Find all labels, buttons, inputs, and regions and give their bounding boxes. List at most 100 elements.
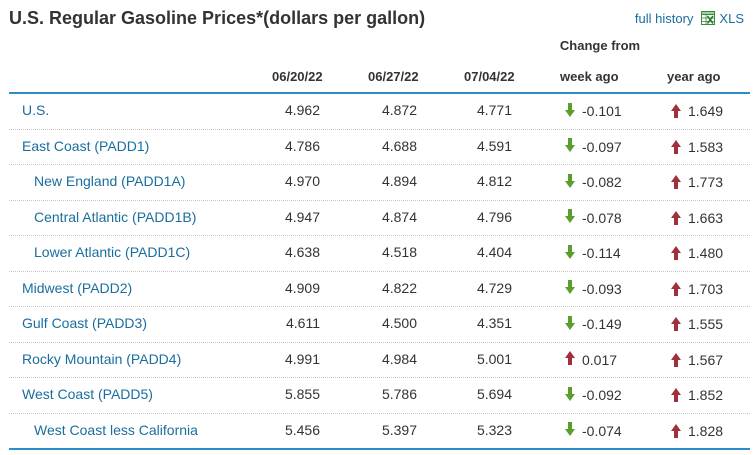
arrow-up-icon — [671, 423, 681, 438]
price-cell-date-2: 4.500 — [381, 315, 417, 331]
week-change-value: -0.097 — [582, 138, 622, 155]
arrow-down-icon — [565, 138, 575, 152]
arrow-down-icon — [565, 244, 575, 259]
table-row: New England (PADD1A) 4.970 4.894 4.812 -0.08… — [9, 165, 750, 201]
price-cell-date-1: 4.611 — [286, 315, 320, 331]
price-cell-date-1: 4.786 — [284, 137, 320, 154]
week-change-cell: -0.101 — [565, 102, 622, 119]
week-change-cell: -0.093 — [565, 280, 622, 297]
price-cell-date-2: 4.984 — [381, 350, 417, 367]
table-title: U.S. Regular Gasoline Prices*(dollars pe… — [9, 8, 426, 28]
price-cell-date-2: 4.822 — [381, 279, 417, 296]
year-change-cell: 1.567 — [671, 352, 723, 368]
region-link[interactable]: West Coast less California — [34, 421, 198, 438]
arrow-up-icon — [671, 317, 681, 331]
year-change-value: 1.649 — [688, 103, 724, 119]
price-cell-date-1: 4.909 — [284, 279, 320, 296]
table-row: East Coast (PADD1) 4.786 4.688 4.591 -0.097 1… — [9, 130, 750, 165]
table-row: West Coast less California 5.456 5.397 5.32… — [9, 414, 750, 450]
price-cell-date-2: 4.518 — [381, 244, 417, 260]
year-change-value: 1.773 — [688, 174, 724, 190]
year-change-value: 1.852 — [688, 387, 724, 403]
price-cell-date-3: 4.771 — [476, 102, 512, 118]
price-table-body: U.S. 4.962 4.872 4.771 -0.101 1.649 East Coas… — [9, 94, 750, 449]
table-top-rule — [9, 92, 750, 94]
price-cell-date-3: 4.812 — [476, 173, 512, 189]
week-change-cell: -0.114 — [565, 244, 621, 261]
table-bottom-rule — [9, 448, 750, 450]
arrow-down-icon — [565, 280, 575, 294]
table-row: Lower Atlantic (PADD1C) 4.638 4.518 4.404 -0… — [9, 236, 750, 272]
arrow-up-icon — [671, 281, 681, 296]
year-change-value: 1.703 — [688, 280, 724, 297]
arrow-down-icon — [565, 209, 575, 223]
region-link[interactable]: Central Atlantic (PADD1B) — [34, 208, 197, 225]
price-cell-date-2: 4.872 — [381, 102, 417, 118]
price-cell-date-1: 4.970 — [284, 173, 320, 189]
arrow-up-icon — [671, 388, 681, 402]
header-links: full history XLS — [635, 10, 744, 26]
week-change-value: -0.074 — [582, 422, 622, 439]
week-change-cell: -0.097 — [565, 138, 622, 155]
xls-link[interactable]: XLS — [719, 10, 744, 26]
year-change-cell: 1.663 — [671, 210, 723, 226]
table-row: Central Atlantic (PADD1B) 4.947 4.874 4.796… — [9, 201, 750, 236]
week-change-cell: -0.078 — [565, 209, 622, 226]
region-link[interactable]: Gulf Coast (PADD3) — [22, 315, 147, 331]
price-cell-date-2: 4.894 — [381, 173, 417, 189]
column-header-week-ago: week ago — [560, 69, 619, 84]
year-change-value: 1.555 — [688, 316, 724, 332]
spreadsheet-icon[interactable] — [700, 10, 716, 26]
arrow-up-icon — [671, 352, 681, 367]
arrow-down-icon — [565, 173, 575, 188]
week-change-value: -0.149 — [582, 316, 622, 332]
price-cell-date-1: 4.638 — [284, 244, 320, 260]
change-from-header: Change from — [559, 38, 641, 53]
price-cell-date-3: 5.001 — [476, 350, 512, 367]
week-change-value: -0.092 — [582, 387, 622, 403]
year-change-cell: 1.703 — [671, 281, 723, 297]
region-link[interactable]: Rocky Mountain (PADD4) — [22, 350, 182, 367]
price-cell-date-1: 4.962 — [284, 102, 320, 118]
week-change-value: -0.082 — [582, 174, 622, 190]
arrow-up-icon — [671, 210, 681, 225]
region-link[interactable]: West Coast (PADD5) — [22, 386, 153, 402]
price-cell-date-3: 5.694 — [476, 386, 512, 402]
price-cell-date-1: 4.991 — [284, 350, 320, 367]
arrow-down-icon — [565, 315, 575, 330]
column-header-date-2: 06/27/22 — [368, 69, 419, 84]
week-change-cell: -0.149 — [565, 315, 622, 332]
column-header-date-1: 06/20/22 — [272, 69, 323, 84]
region-link[interactable]: East Coast (PADD1) — [22, 137, 150, 154]
region-link[interactable]: U.S. — [22, 102, 50, 118]
region-link[interactable]: Lower Atlantic (PADD1C) — [34, 244, 191, 260]
year-change-value: 1.567 — [688, 351, 724, 368]
year-change-cell: 1.480 — [671, 245, 723, 261]
price-cell-date-3: 4.796 — [476, 208, 512, 225]
table-row: Rocky Mountain (PADD4) 4.991 4.984 5.001 0.0… — [9, 343, 750, 378]
table-row: Midwest (PADD2) 4.909 4.822 4.729 -0.093 1.70… — [9, 272, 750, 307]
price-cell-date-1: 4.947 — [284, 208, 320, 225]
region-link[interactable]: New England (PADD1A) — [34, 173, 186, 189]
table-row: U.S. 4.962 4.872 4.771 -0.101 1.649 — [9, 94, 750, 130]
price-cell-date-3: 4.591 — [476, 137, 512, 154]
price-cell-date-3: 4.404 — [476, 244, 512, 260]
full-history-link[interactable]: full history — [634, 10, 694, 26]
price-cell-date-2: 4.688 — [381, 137, 417, 154]
year-change-cell: 1.555 — [671, 316, 723, 332]
year-change-cell: 1.649 — [671, 103, 723, 119]
arrow-down-icon — [565, 102, 575, 117]
year-change-cell: 1.583 — [671, 139, 723, 155]
week-change-value: -0.114 — [582, 245, 621, 261]
region-link[interactable]: Midwest (PADD2) — [22, 279, 133, 296]
price-cell-date-1: 5.456 — [284, 421, 320, 438]
year-change-value: 1.828 — [688, 422, 724, 439]
column-header-date-3: 07/04/22 — [464, 69, 515, 84]
table-row: Gulf Coast (PADD3) 4.611 4.500 4.351 -0.149 1… — [9, 307, 750, 343]
price-cell-date-1: 5.855 — [284, 386, 320, 402]
table-row: West Coast (PADD5) 5.855 5.786 5.694 -0.092 1… — [9, 378, 750, 414]
year-change-cell: 1.773 — [671, 174, 723, 190]
arrow-up-icon — [671, 104, 681, 118]
price-cell-date-3: 4.351 — [476, 315, 512, 331]
year-change-cell: 1.828 — [671, 423, 723, 439]
